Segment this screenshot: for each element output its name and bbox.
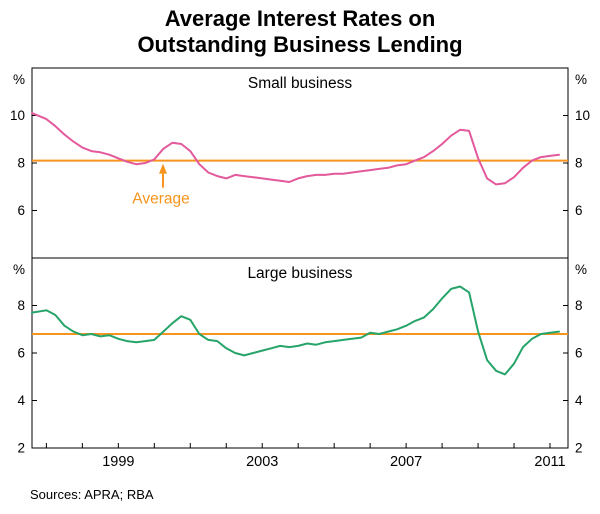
- panel-title: Large business: [247, 265, 352, 282]
- sources-note: Sources: APRA; RBA: [30, 487, 154, 502]
- unit-label-left: %: [13, 72, 25, 87]
- panel-frame: [31, 257, 569, 449]
- chart-canvas: 10 10 8 8 6 6% % Small business Average 8 8 6 6 4 4% % 2…: [10, 67, 590, 470]
- average-arrow-head: [159, 163, 167, 174]
- large-business-rate-line: [31, 285, 560, 376]
- x-tick-label: 1999: [102, 454, 134, 470]
- unit-label-right: %: [575, 72, 587, 87]
- small-business-rate-line: [31, 112, 560, 186]
- panel-title: Small business: [248, 75, 352, 92]
- x-tick-label: 2007: [390, 454, 422, 470]
- y-tick-label-right: 8: [575, 156, 583, 171]
- y-tick-label-left: 6: [17, 346, 25, 361]
- y-bottom-label-right: 2: [575, 441, 583, 456]
- chart-title-line1: Average Interest Rates on: [164, 6, 436, 31]
- y-tick-label-left: 10: [10, 108, 25, 123]
- y-tick-label-right: 8: [575, 298, 583, 313]
- unit-label-right: %: [575, 262, 587, 277]
- y-tick-label-right: 6: [575, 346, 583, 361]
- unit-label-left: %: [13, 262, 25, 277]
- y-tick-label-right: 4: [575, 393, 583, 408]
- y-tick-label-right: 10: [575, 108, 590, 123]
- panel-frame: [31, 67, 569, 259]
- average-annotation: Average: [132, 191, 189, 208]
- y-tick-label-left: 8: [17, 156, 25, 171]
- y-bottom-label-left: 2: [17, 441, 25, 456]
- x-tick-label: 2011: [534, 454, 565, 470]
- y-tick-label-left: 4: [17, 393, 25, 408]
- y-tick-label-right: 6: [575, 203, 583, 218]
- y-tick-label-left: 8: [17, 298, 25, 313]
- y-tick-label-left: 6: [17, 203, 25, 218]
- x-tick-label: 2003: [246, 454, 278, 470]
- chart-title: Average Interest Rates on Outstanding Bu…: [0, 0, 600, 58]
- chart-title-line2: Outstanding Business Lending: [137, 32, 463, 57]
